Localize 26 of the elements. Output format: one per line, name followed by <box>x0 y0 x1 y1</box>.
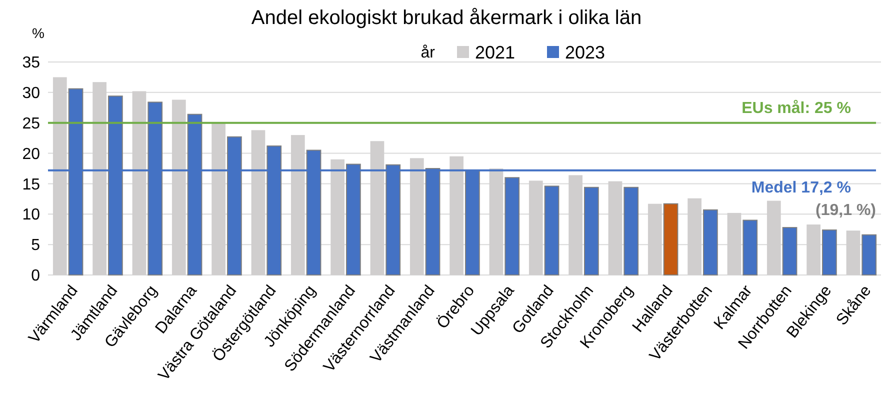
legend-title: år <box>420 44 436 62</box>
bar <box>544 186 560 276</box>
bar <box>782 227 798 276</box>
y-tick-label: 15 <box>22 176 40 194</box>
legend-label: 2021 <box>475 42 516 62</box>
bar <box>742 220 758 276</box>
bar <box>504 177 520 276</box>
y-tick-label: 30 <box>22 85 40 102</box>
bar <box>663 203 678 276</box>
annotation: (19,1 %) <box>816 202 876 219</box>
bar <box>862 234 877 276</box>
y-tick-label: 5 <box>31 237 40 254</box>
y-tick-label: 25 <box>22 115 40 132</box>
bar <box>584 186 599 276</box>
y-tick-label: 0 <box>31 268 40 285</box>
y-tick-label: 35 <box>22 54 40 72</box>
y-tick-label: 10 <box>22 206 40 224</box>
ref-line-label: Medel 17,2 % <box>751 179 851 196</box>
y-axis-title: % <box>32 25 44 41</box>
chart-title: Andel ekologiskt brukad åkermark i olika län <box>251 7 642 29</box>
bar <box>822 229 837 276</box>
bar <box>703 209 718 276</box>
y-tick-label: 20 <box>22 146 40 163</box>
ref-line-label: EUs mål: 25 % <box>742 98 851 117</box>
bar <box>624 186 639 276</box>
legend-label: 2023 <box>565 42 606 62</box>
